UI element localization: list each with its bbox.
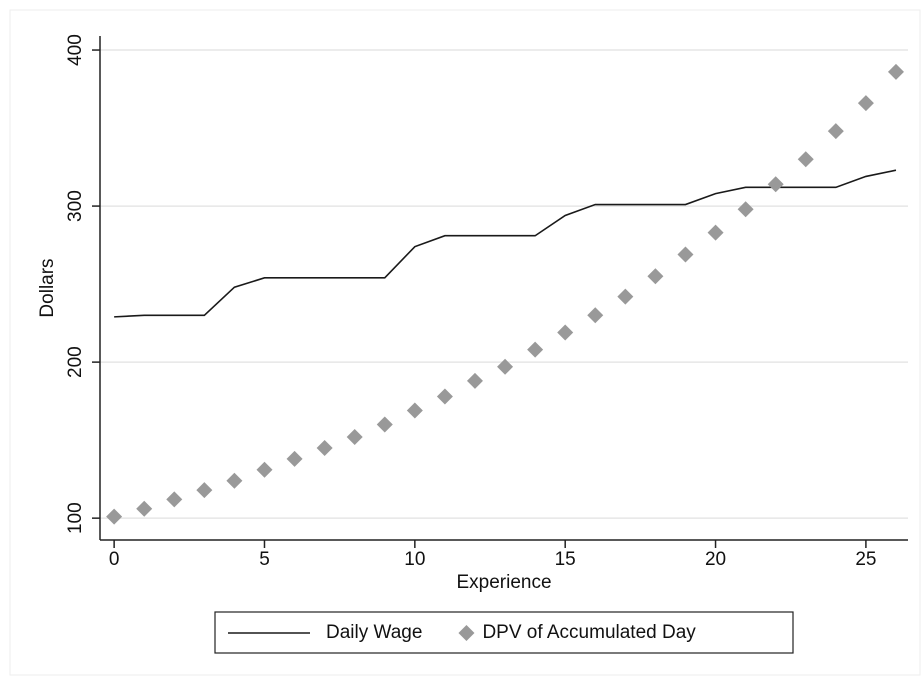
diamond-point <box>436 388 453 405</box>
diamond-point <box>286 450 303 467</box>
y-tick-label: 300 <box>65 190 86 222</box>
diamond-point <box>887 63 904 80</box>
diamond-point <box>617 288 634 305</box>
diamond-point <box>196 482 213 499</box>
x-axis-label: Experience <box>456 572 551 593</box>
diamond-point <box>857 95 874 112</box>
y-tick-label: 400 <box>65 34 86 66</box>
diamond-point <box>827 123 844 140</box>
y-axis-label: Dollars <box>37 258 58 317</box>
legend-label: Daily Wage <box>326 622 422 643</box>
x-tick-label: 10 <box>404 549 425 570</box>
diamond-point <box>166 491 183 508</box>
diamond-point <box>256 461 273 478</box>
diamond-point <box>677 246 694 263</box>
diamond-point <box>346 429 363 446</box>
diamond-point <box>797 151 814 168</box>
y-tick-label: 200 <box>65 346 86 378</box>
y-tick-label: 100 <box>65 502 86 534</box>
diamond-point <box>466 372 483 389</box>
diamond-point <box>527 341 544 358</box>
legend-label: DPV of Accumulated Day <box>482 622 696 643</box>
diamond-point <box>497 358 514 375</box>
x-tick-label: 15 <box>555 549 576 570</box>
diamond-point <box>406 402 423 419</box>
legend-marker <box>458 625 475 641</box>
diamond-point <box>376 416 393 433</box>
x-tick-label: 5 <box>259 549 270 570</box>
diamond-point <box>226 472 243 489</box>
x-tick-label: 20 <box>705 549 726 570</box>
diamond-point <box>647 268 664 285</box>
legend-box <box>214 611 794 654</box>
diamond-point <box>587 307 604 324</box>
x-tick-label: 0 <box>109 549 120 570</box>
background <box>9 9 921 676</box>
diamond-point <box>316 439 333 456</box>
diamond-point <box>106 508 123 525</box>
diamond-point <box>557 324 574 341</box>
diamond-point <box>707 224 724 241</box>
diamond-point <box>136 500 153 517</box>
x-tick-label: 25 <box>855 549 876 570</box>
diamond-point <box>767 176 784 193</box>
diamond-point <box>737 201 754 218</box>
line-series <box>114 169 897 318</box>
